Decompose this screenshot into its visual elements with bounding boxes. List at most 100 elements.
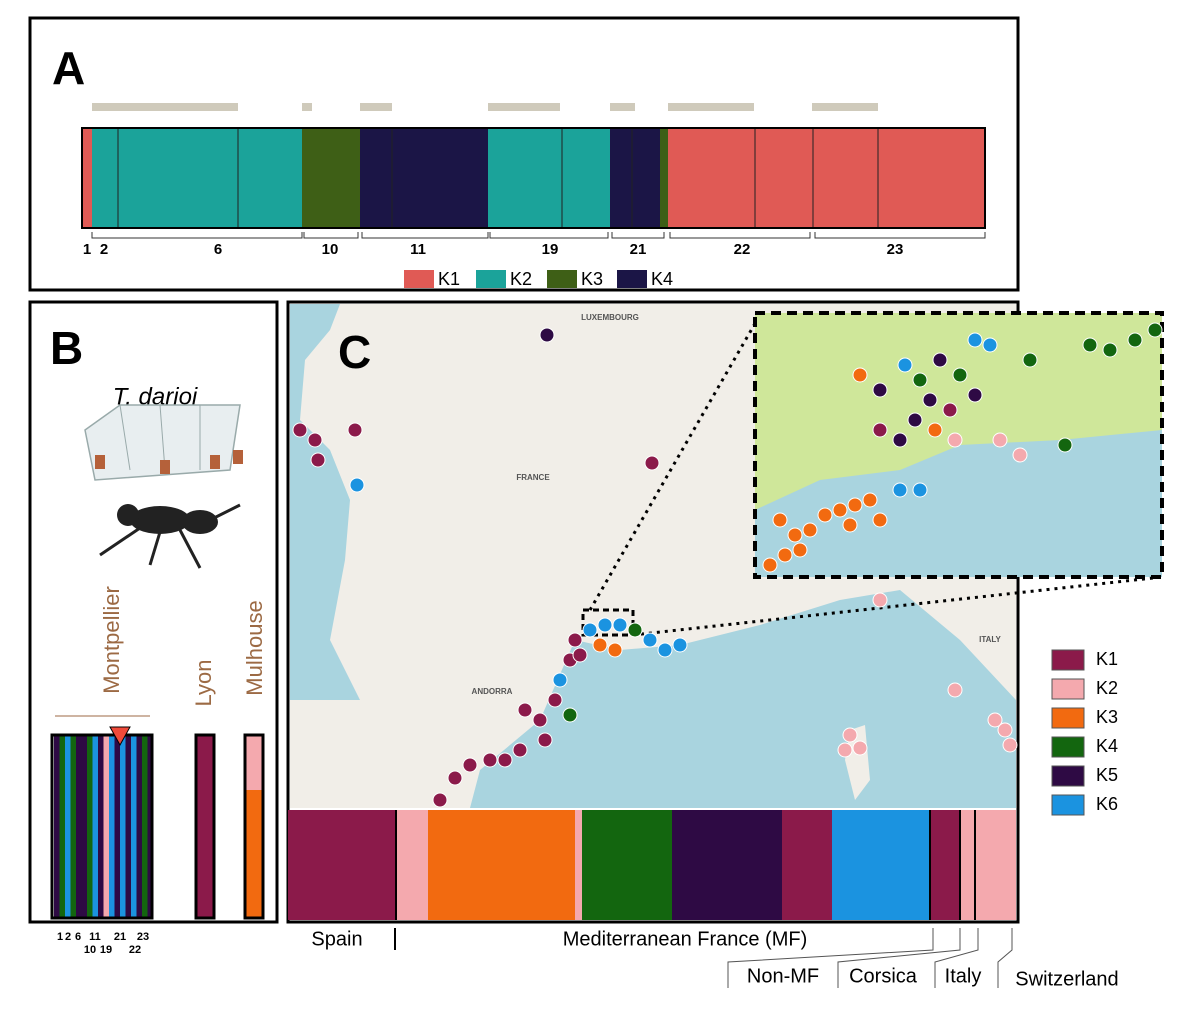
admixture-block xyxy=(109,735,115,917)
admixture-block xyxy=(930,810,960,920)
admixture-block xyxy=(147,735,153,917)
pie-marker xyxy=(447,770,463,786)
pie-marker xyxy=(872,512,888,528)
sample-label: 23 xyxy=(137,931,149,943)
pie-marker xyxy=(992,432,1008,448)
legend-label: K3 xyxy=(581,269,603,289)
admixture-block xyxy=(672,810,782,920)
pie-marker xyxy=(947,432,963,448)
pie-marker xyxy=(792,542,808,558)
legend-swatch xyxy=(404,270,434,288)
pie-marker xyxy=(802,522,818,538)
pie-marker xyxy=(607,642,623,658)
pie-marker xyxy=(627,622,643,638)
group-label: 2 xyxy=(100,241,108,258)
admixture-block xyxy=(54,735,60,917)
pie-marker xyxy=(932,352,948,368)
region-connector xyxy=(997,928,1013,988)
admixture-block xyxy=(245,735,263,790)
sample-label: 22 xyxy=(129,944,141,956)
pie-marker xyxy=(642,632,658,648)
pie-marker xyxy=(927,422,943,438)
admixture-block xyxy=(488,128,610,228)
pie-marker xyxy=(832,502,848,518)
legend-label: K5 xyxy=(1096,765,1118,785)
marker-triangle xyxy=(109,726,131,747)
admixture-block xyxy=(396,810,428,920)
pie-marker xyxy=(552,672,568,688)
pie-marker xyxy=(462,757,478,773)
group-bracket xyxy=(611,232,665,239)
pie-marker xyxy=(947,682,963,698)
pie-marker xyxy=(582,622,598,638)
group-label: 22 xyxy=(734,241,751,258)
sample-bar xyxy=(360,103,392,111)
admixture-block xyxy=(360,128,488,228)
pie-marker xyxy=(547,692,563,708)
pie-marker xyxy=(562,707,578,723)
admixture-block xyxy=(245,790,263,918)
admixture-block xyxy=(832,810,930,920)
pie-marker xyxy=(310,452,326,468)
panel-label: A xyxy=(52,42,85,94)
pie-marker xyxy=(967,332,983,348)
greenhouse-illustration xyxy=(84,404,243,569)
legend-swatch xyxy=(1051,765,1085,787)
pie-marker xyxy=(567,632,583,648)
city-label: Lyon xyxy=(191,660,216,707)
region-connector xyxy=(727,928,934,988)
group-label: 10 xyxy=(322,241,339,258)
group-bracket xyxy=(489,232,609,239)
admixture-block xyxy=(131,735,137,917)
group-bracket xyxy=(303,232,359,239)
admixture-block xyxy=(70,735,76,917)
admixture-block xyxy=(87,735,93,917)
pie-marker xyxy=(862,492,878,508)
pie-marker xyxy=(1147,322,1163,338)
region-label: Switzerland xyxy=(1015,968,1118,990)
admixture-block xyxy=(125,735,131,917)
pie-marker xyxy=(349,477,365,493)
pie-marker xyxy=(539,327,555,343)
pie-marker xyxy=(1002,737,1018,753)
pie-marker xyxy=(787,527,803,543)
legend-label: K1 xyxy=(1096,649,1118,669)
sample-bar xyxy=(812,103,878,111)
panel-label: C xyxy=(338,326,371,378)
sample-label: 1 xyxy=(57,931,63,943)
pie-marker xyxy=(1127,332,1143,348)
group-label: 23 xyxy=(887,241,904,258)
pie-marker xyxy=(872,422,888,438)
legend-swatch xyxy=(1051,678,1085,700)
pie-marker xyxy=(497,752,513,768)
pie-marker xyxy=(912,372,928,388)
pie-marker xyxy=(1102,342,1118,358)
map-label: FRANCE xyxy=(516,473,550,482)
region-label: Corsica xyxy=(849,965,918,987)
pie-marker xyxy=(942,402,958,418)
group-bracket xyxy=(91,232,303,239)
admixture-block xyxy=(575,810,582,920)
admixture-block xyxy=(92,735,98,917)
pie-marker xyxy=(1082,337,1098,353)
admixture-block xyxy=(610,128,660,228)
legend-label: K4 xyxy=(651,269,673,289)
region-label: Italy xyxy=(945,965,982,987)
admixture-block xyxy=(92,128,302,228)
group-bracket xyxy=(361,232,489,239)
pie-marker xyxy=(432,792,448,808)
pie-marker xyxy=(842,727,858,743)
pie-marker xyxy=(537,732,553,748)
admixture-block xyxy=(142,735,148,917)
pie-marker xyxy=(837,742,853,758)
pie-marker xyxy=(517,702,533,718)
pie-marker xyxy=(892,432,908,448)
pie-marker xyxy=(1022,352,1038,368)
legend-label: K2 xyxy=(510,269,532,289)
pie-marker xyxy=(912,482,928,498)
pie-marker xyxy=(967,387,983,403)
region-connector xyxy=(934,928,979,988)
pie-marker xyxy=(817,507,833,523)
map-label: LUXEMBOURG xyxy=(581,313,639,322)
admixture-block xyxy=(302,128,360,228)
